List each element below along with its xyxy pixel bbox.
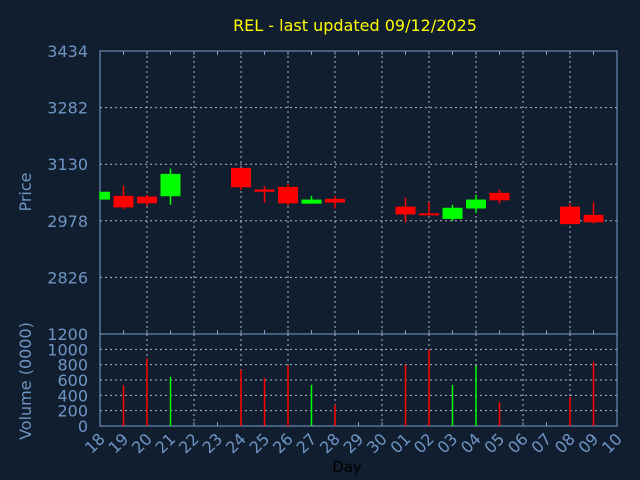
volume-tick-label: 1000 bbox=[47, 340, 88, 359]
candle-body bbox=[442, 207, 463, 219]
volume-tick-label: 600 bbox=[57, 371, 88, 390]
chart-title: REL - last updated 09/12/2025 bbox=[233, 16, 477, 35]
candle-body bbox=[113, 195, 134, 208]
candle-body bbox=[325, 198, 345, 203]
price-tick-label: 2826 bbox=[47, 268, 88, 287]
candle-body bbox=[301, 199, 322, 204]
candle-body bbox=[489, 192, 510, 201]
volume-tick-label: 0 bbox=[78, 417, 88, 436]
candle-body bbox=[137, 196, 157, 204]
price-tick-label: 3434 bbox=[47, 42, 88, 61]
price-tick-label: 2978 bbox=[47, 212, 88, 231]
price-axis-label: Price bbox=[16, 172, 35, 211]
candle-body bbox=[254, 189, 275, 192]
candle-body bbox=[278, 186, 298, 204]
volume-tick-label: 200 bbox=[57, 402, 88, 421]
price-tick-label: 3282 bbox=[47, 99, 88, 118]
volume-axis-label: Volume (0000) bbox=[16, 322, 35, 440]
volume-tick-label: 1200 bbox=[47, 325, 88, 344]
x-tick-label: 10 bbox=[598, 429, 626, 457]
volume-tick-label: 800 bbox=[57, 356, 88, 375]
candle-body bbox=[395, 206, 416, 215]
price-tick-label: 3130 bbox=[47, 155, 88, 174]
volume-plot-frame bbox=[99, 333, 618, 427]
candle-body bbox=[466, 199, 486, 209]
x-axis-label: Day bbox=[332, 458, 362, 476]
candle-body bbox=[100, 191, 110, 200]
volume-tick-label: 400 bbox=[57, 386, 88, 405]
candle-body bbox=[560, 206, 580, 225]
candle-body bbox=[583, 214, 604, 223]
candle-body bbox=[231, 167, 251, 188]
candle-body bbox=[419, 213, 439, 216]
candle-body bbox=[160, 173, 181, 197]
